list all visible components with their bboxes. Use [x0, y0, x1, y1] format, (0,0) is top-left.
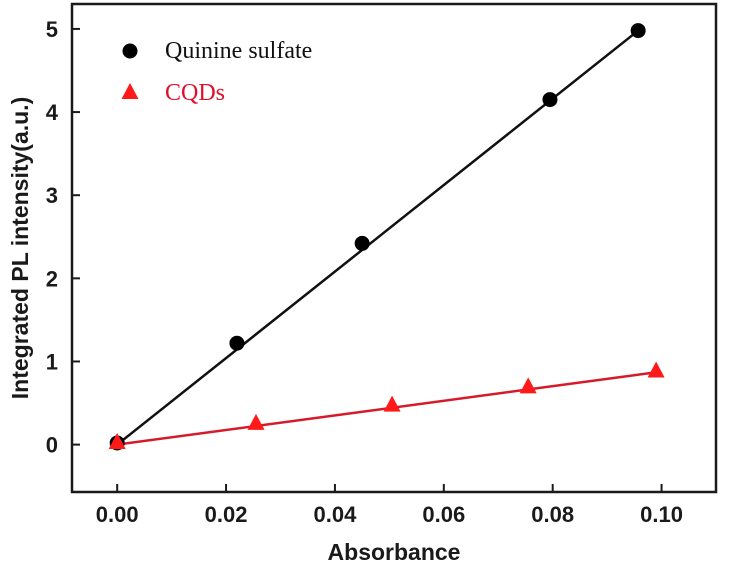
- x-tick-label: 0.10: [640, 502, 683, 527]
- x-tick-label: 0.06: [422, 502, 465, 527]
- quinine-point: [630, 23, 646, 39]
- data-markers: [108, 23, 665, 451]
- y-tick-label: 3: [46, 183, 58, 208]
- legend-quinine-marker: [122, 43, 138, 59]
- quinine-point: [542, 92, 558, 108]
- x-tick-label: 0.00: [96, 502, 139, 527]
- y-tick-label: 0: [46, 433, 58, 458]
- legend-cqds-marker: [121, 83, 139, 99]
- quinine-point: [354, 235, 370, 251]
- x-tick-label: 0.04: [314, 502, 358, 527]
- legend-quinine-label: Quinine sulfate: [165, 38, 312, 64]
- plot-frame: [70, 2, 718, 494]
- x-axis-title: Absorbance: [328, 539, 461, 565]
- y-tick-label: 1: [46, 349, 58, 374]
- cqds-point: [519, 377, 537, 394]
- y-tick-label: 2: [46, 266, 58, 291]
- quinine-point: [229, 335, 245, 351]
- cqds-point: [247, 413, 265, 430]
- y-tick-label: 4: [46, 100, 59, 125]
- y-tick-label: 5: [46, 17, 58, 42]
- cqds-point: [383, 395, 401, 412]
- cqds-point: [647, 361, 665, 378]
- cqds-point: [108, 433, 126, 450]
- axis-ticks: 0.00 0.02 0.04 0.06 0.08 0.10 0 1 2 3 4 5: [46, 17, 683, 527]
- legend-cqds-label: CQDs: [165, 80, 225, 106]
- x-tick-label: 0.02: [205, 502, 248, 527]
- x-tick-label: 0.08: [531, 502, 574, 527]
- legend: Quinine sulfate CQDs: [121, 38, 312, 106]
- y-axis-title: Integrated PL intensity(a.u.): [7, 97, 33, 399]
